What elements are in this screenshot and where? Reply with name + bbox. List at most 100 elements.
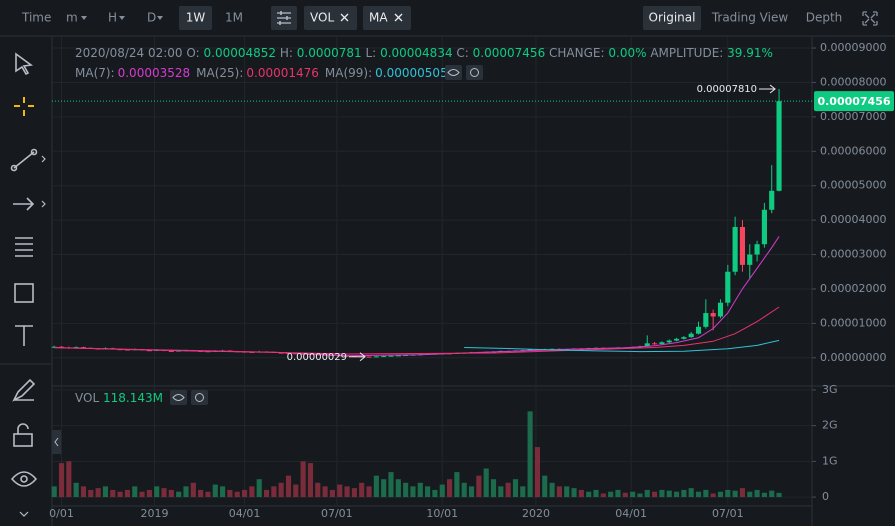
volume-bar [359,482,365,498]
y-tick-label: 0.00009000 [820,41,886,54]
annotation-arrowhead [769,84,776,94]
lock-tool[interactable] [13,433,33,447]
text-tool[interactable] [15,325,33,346]
volume-bar [490,479,497,498]
volume-bar [695,491,702,498]
volume-bar [205,491,211,498]
arrow-tool[interactable] [13,197,35,211]
info-label: O: [186,46,199,60]
candle-body [146,350,152,352]
toolbar: Time m H D 1W 1M VOL MA Original Trading… [0,6,895,37]
candle-body [337,355,343,357]
candle-body [710,313,716,317]
volume-y-tick-label: 2G [822,419,838,432]
interval-button[interactable]: 1W [186,11,206,25]
candle-body [717,302,724,317]
info-high: 0.0000781 [297,46,362,60]
settings-button[interactable] [191,390,208,405]
volume-bar [673,491,680,498]
interval-button[interactable]: H [108,11,117,25]
visibility-tool[interactable] [10,471,38,487]
volume-bar [703,489,709,498]
volume-bar [234,491,240,498]
volume-bar [58,463,65,498]
panel-toggle[interactable] [52,430,61,454]
candle-body [732,227,738,272]
volume-bar [256,479,262,498]
candle-body [51,346,57,348]
view-button[interactable]: Original [649,11,696,25]
crosshair-tool[interactable] [14,97,34,116]
volume-bar [593,489,599,498]
x-tick-label: 07/01 [321,507,353,520]
volume-bar [322,486,328,498]
close-icon[interactable] [340,13,349,22]
volume-bar [183,486,189,498]
volume-bar [454,472,460,498]
y-tick-label: 0.00002000 [820,282,886,295]
volume-bar [688,488,694,498]
ohlc-info: 2020/08/24 02:00 O: 0.00004852 H: 0.0000… [75,46,773,60]
pencil-tool[interactable] [12,378,36,402]
settings-button[interactable] [466,65,483,80]
volume-bar [600,493,606,498]
info-label: CHANGE: [549,46,605,60]
indicator-label: VOL [310,11,334,25]
line-tool[interactable] [13,151,35,169]
candle-body [725,271,731,303]
volume-bar [652,491,658,498]
interval-button[interactable]: m [66,11,78,25]
volume-bar [520,486,526,498]
volume-bar [483,468,489,498]
volume-bar [512,479,519,498]
active-interval-bg [179,6,212,30]
x-tick-label: 04/01 [229,507,261,520]
cursor-tool[interactable] [15,52,34,76]
eye-button[interactable] [445,65,462,80]
volume-bar [498,486,504,498]
candle-body [527,349,533,351]
view-button[interactable]: Trading View [711,11,789,25]
candle-body [703,313,709,327]
eye-button[interactable] [170,390,187,405]
volume-bar [461,482,467,498]
volume-bar [242,489,248,498]
candle-body [205,351,211,353]
collapse-arrow[interactable] [19,511,29,517]
volume-bar [344,486,350,498]
indicator-chip[interactable] [363,6,411,30]
expand-arrow[interactable] [41,155,46,208]
candle-body [322,354,328,356]
dropdown-icon [81,16,87,20]
volume-bar [161,488,167,498]
close-icon[interactable] [394,13,403,22]
view-button[interactable]: Depth [806,11,843,25]
line-tool-handle [10,164,18,172]
volume-bar [564,486,570,498]
visibility-tool-pupil [20,475,28,483]
candle-body [681,337,687,339]
ma-value: 0.00003528 [118,66,191,80]
y-tick-label: 0.00004000 [820,213,886,226]
fib-tool[interactable] [15,237,33,257]
volume-bar [337,484,343,498]
fullscreen-icon[interactable] [862,11,878,26]
info-date: 2020/08/24 02:00 [75,46,183,60]
volume-bar [73,482,79,498]
volume-bar [271,486,277,498]
volume-bar [615,489,621,498]
volume-bar [154,486,160,498]
line-tool-handle [30,148,38,156]
time-button[interactable]: Time [21,11,51,25]
volume-y-tick-label: 0 [822,490,829,503]
interval-button[interactable]: 1M [225,11,243,25]
candle-body [644,343,650,347]
volume-bar [505,482,511,498]
interval-button[interactable]: D [147,11,156,25]
rectangle-tool[interactable] [14,283,34,303]
volume-bar [571,488,577,498]
gear-icon [195,393,204,402]
indicator-chip[interactable] [304,6,357,30]
